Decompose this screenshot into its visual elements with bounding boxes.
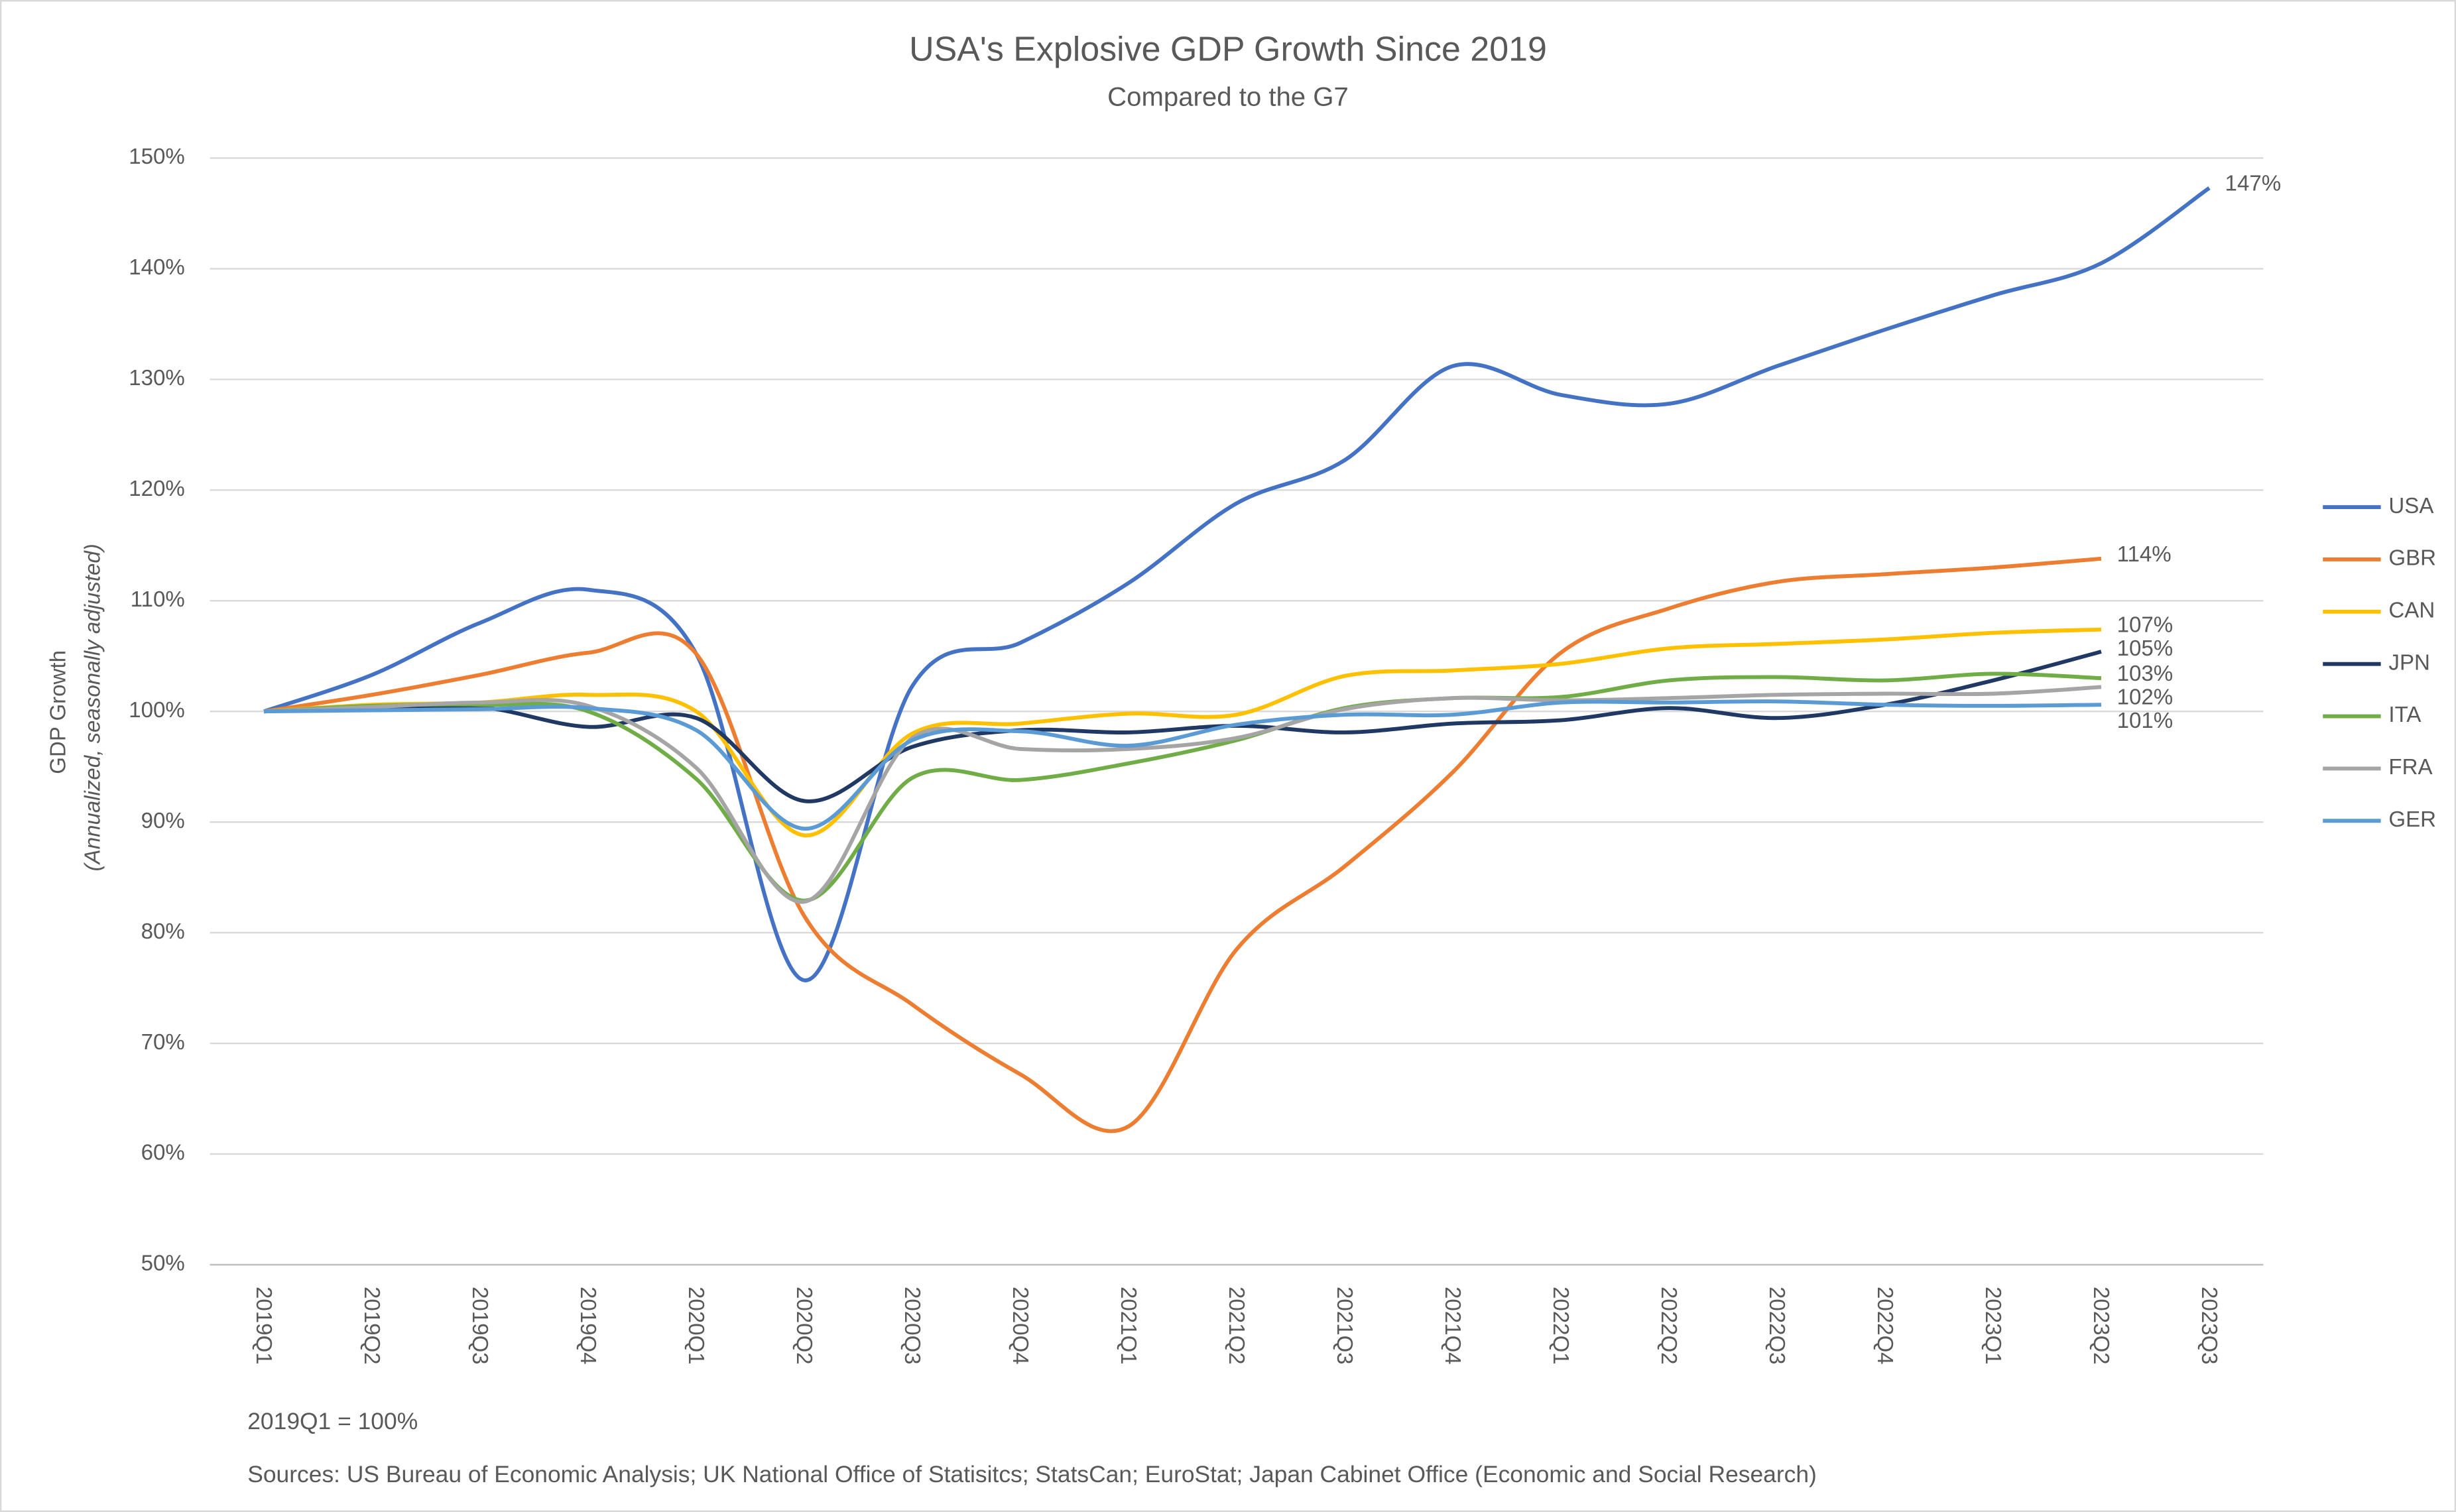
series-line xyxy=(263,685,2102,904)
legend-label: USA xyxy=(2388,494,2433,518)
x-tick-label: 2023Q2 xyxy=(2089,1287,2113,1365)
y-tick-label: 50% xyxy=(141,1251,185,1276)
data-label: 101% xyxy=(2117,709,2174,733)
data-label: 147% xyxy=(2225,172,2282,196)
y-tick-label: 150% xyxy=(129,145,185,169)
x-tick-label: 2020Q1 xyxy=(684,1287,708,1365)
x-tick-label: 2021Q4 xyxy=(1440,1287,1465,1365)
x-tick-label: 2023Q1 xyxy=(1981,1287,2005,1365)
y-tick-label: 70% xyxy=(141,1030,185,1055)
legend-label: ITA xyxy=(2388,703,2421,727)
chart-subtitle: Compared to the G7 xyxy=(1107,82,1349,111)
y-tick-label: 110% xyxy=(131,587,185,612)
x-tick-label: 2019Q3 xyxy=(467,1287,492,1365)
x-tick-label: 2023Q3 xyxy=(2197,1287,2221,1365)
y-axis-title: GDP Growth xyxy=(46,650,70,774)
x-tick-label: 2019Q2 xyxy=(359,1287,384,1365)
legend-label: JPN xyxy=(2388,650,2429,675)
source-note: Sources: US Bureau of Economic Analysis;… xyxy=(247,1461,1817,1487)
legend-label: GBR xyxy=(2388,546,2436,571)
y-axis-subtitle: (Annualized, seasonally adjusted) xyxy=(80,544,105,871)
data-label: 107% xyxy=(2117,613,2174,638)
y-tick-label: 130% xyxy=(129,366,185,390)
legend-label: CAN xyxy=(2388,599,2435,623)
y-tick-label: 100% xyxy=(129,698,185,723)
legend-label: FRA xyxy=(2388,755,2432,780)
y-tick-label: 140% xyxy=(129,255,185,280)
y-tick-label: 120% xyxy=(129,477,185,501)
data-label: 103% xyxy=(2117,662,2174,686)
y-tick-label: 80% xyxy=(141,919,185,944)
x-tick-label: 2022Q4 xyxy=(1873,1287,1897,1365)
series-line xyxy=(264,699,2101,831)
chart-title: USA's Explosive GDP Growth Since 2019 xyxy=(909,30,1547,69)
x-tick-label: 2019Q4 xyxy=(576,1287,600,1365)
series-line xyxy=(263,186,2211,982)
series-line xyxy=(263,671,2102,903)
data-label: 114% xyxy=(2117,542,2172,567)
data-label: 102% xyxy=(2117,685,2174,710)
x-tick-label: 2021Q1 xyxy=(1116,1287,1140,1365)
x-tick-label: 2022Q3 xyxy=(1764,1287,1789,1365)
series-line xyxy=(263,556,2102,1134)
x-tick-label: 2021Q2 xyxy=(1224,1287,1249,1365)
series-line xyxy=(263,650,2102,803)
x-tick-label: 2021Q3 xyxy=(1332,1287,1357,1365)
x-tick-label: 2020Q4 xyxy=(1008,1287,1032,1365)
legend-label: GER xyxy=(2388,807,2436,832)
note: 2019Q1 = 100% xyxy=(247,1408,418,1434)
y-tick-label: 90% xyxy=(141,809,185,833)
y-tick-label: 60% xyxy=(141,1141,185,1165)
data-label: 105% xyxy=(2117,636,2174,661)
x-tick-label: 2020Q2 xyxy=(792,1287,816,1365)
x-tick-label: 2020Q3 xyxy=(900,1287,924,1365)
x-tick-label: 2022Q1 xyxy=(1548,1287,1573,1365)
x-tick-label: 2022Q2 xyxy=(1656,1287,1681,1365)
series-line xyxy=(263,627,2102,838)
x-tick-label: 2019Q1 xyxy=(251,1287,276,1365)
